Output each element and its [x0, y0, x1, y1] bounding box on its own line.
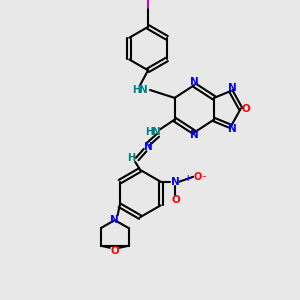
Text: N: N	[110, 215, 119, 225]
Text: H: H	[145, 128, 153, 137]
Text: O: O	[110, 246, 119, 256]
Text: N: N	[228, 83, 237, 93]
Text: N: N	[139, 85, 148, 95]
Text: N: N	[171, 177, 180, 187]
Text: N: N	[144, 142, 152, 152]
Text: +: +	[184, 174, 190, 183]
Text: N: N	[152, 128, 160, 137]
Text: ⁻: ⁻	[202, 174, 206, 183]
Text: H: H	[132, 85, 140, 95]
Text: O: O	[171, 195, 180, 206]
Text: N: N	[190, 130, 199, 140]
Text: I: I	[146, 0, 150, 10]
Text: O: O	[194, 172, 202, 182]
Text: N: N	[228, 124, 237, 134]
Text: N: N	[190, 77, 199, 87]
Text: O: O	[241, 104, 250, 114]
Text: H: H	[127, 153, 135, 163]
